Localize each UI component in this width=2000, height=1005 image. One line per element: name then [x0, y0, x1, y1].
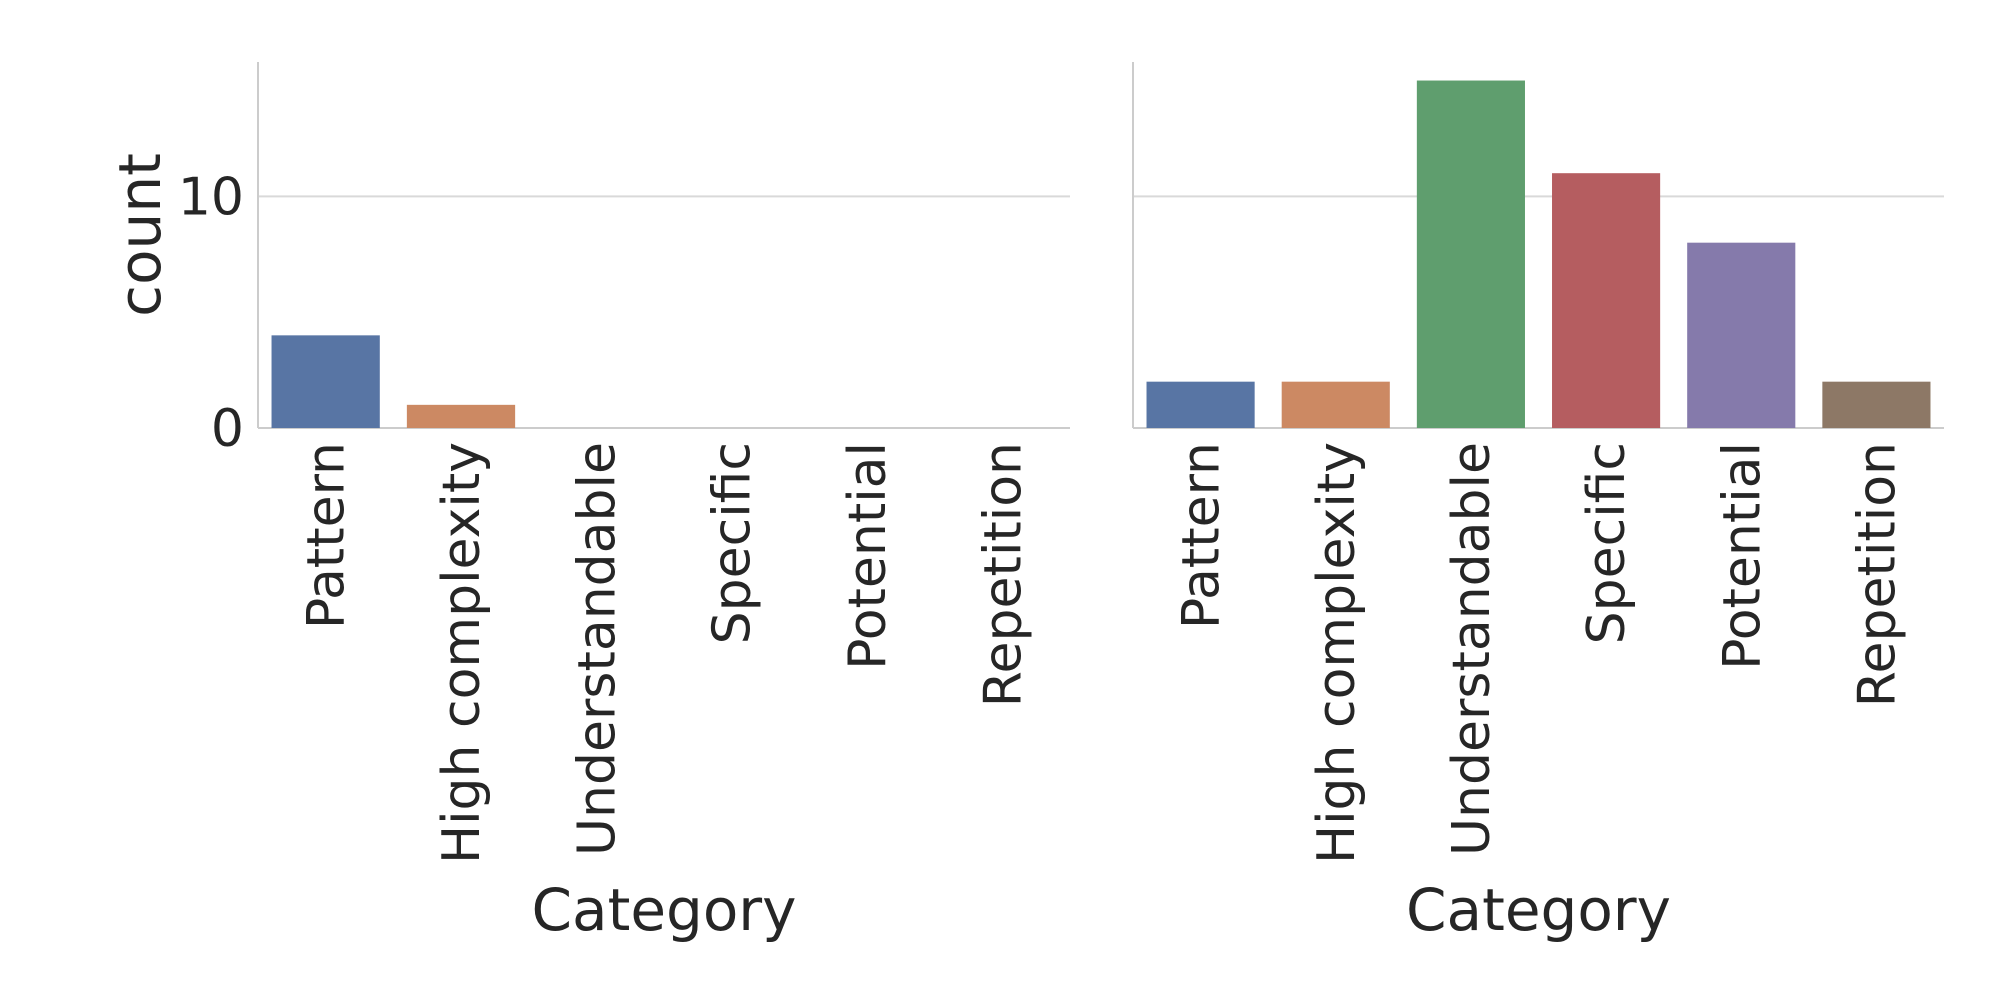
y-tick-label: 0: [211, 399, 244, 459]
x-tick-label: Potential: [1712, 442, 1772, 670]
x-tick-label: Specific: [703, 442, 763, 644]
chart-panel-right: Pattern High complexity Understandable Spec…: [1132, 62, 1944, 944]
bar-high-complexity: [1281, 381, 1390, 428]
x-tick-label: Understandable: [1442, 442, 1502, 856]
x-tick-label: Understandable: [567, 442, 627, 856]
bar-specific: [1552, 173, 1661, 428]
x-tick-label: Specific: [1577, 442, 1637, 644]
bar-potential: [1687, 242, 1796, 428]
bar-high-complexity: [406, 404, 516, 428]
x-tick-label: High complexity: [432, 442, 492, 864]
chart-panel-left: Pattern High complexity Understandable Spec…: [106, 62, 1070, 944]
bar-pattern: [1146, 381, 1255, 428]
x-axis-title: Category: [1406, 876, 1671, 944]
bar-repetition: [1822, 381, 1931, 428]
x-tick-label: High complexity: [1307, 442, 1367, 864]
x-tick-label: Potential: [838, 442, 898, 670]
x-tick-label: Pattern: [1172, 442, 1232, 629]
x-tick-label: Pattern: [297, 442, 357, 629]
x-tick-label: Repetition: [1847, 442, 1907, 707]
bar-pattern: [271, 335, 380, 428]
x-axis-title: Category: [532, 876, 797, 944]
x-tick-label: Repetition: [973, 442, 1033, 707]
bar-understandable: [1416, 80, 1525, 428]
y-axis-title: count: [106, 153, 174, 317]
y-tick-label: 10: [178, 167, 244, 227]
